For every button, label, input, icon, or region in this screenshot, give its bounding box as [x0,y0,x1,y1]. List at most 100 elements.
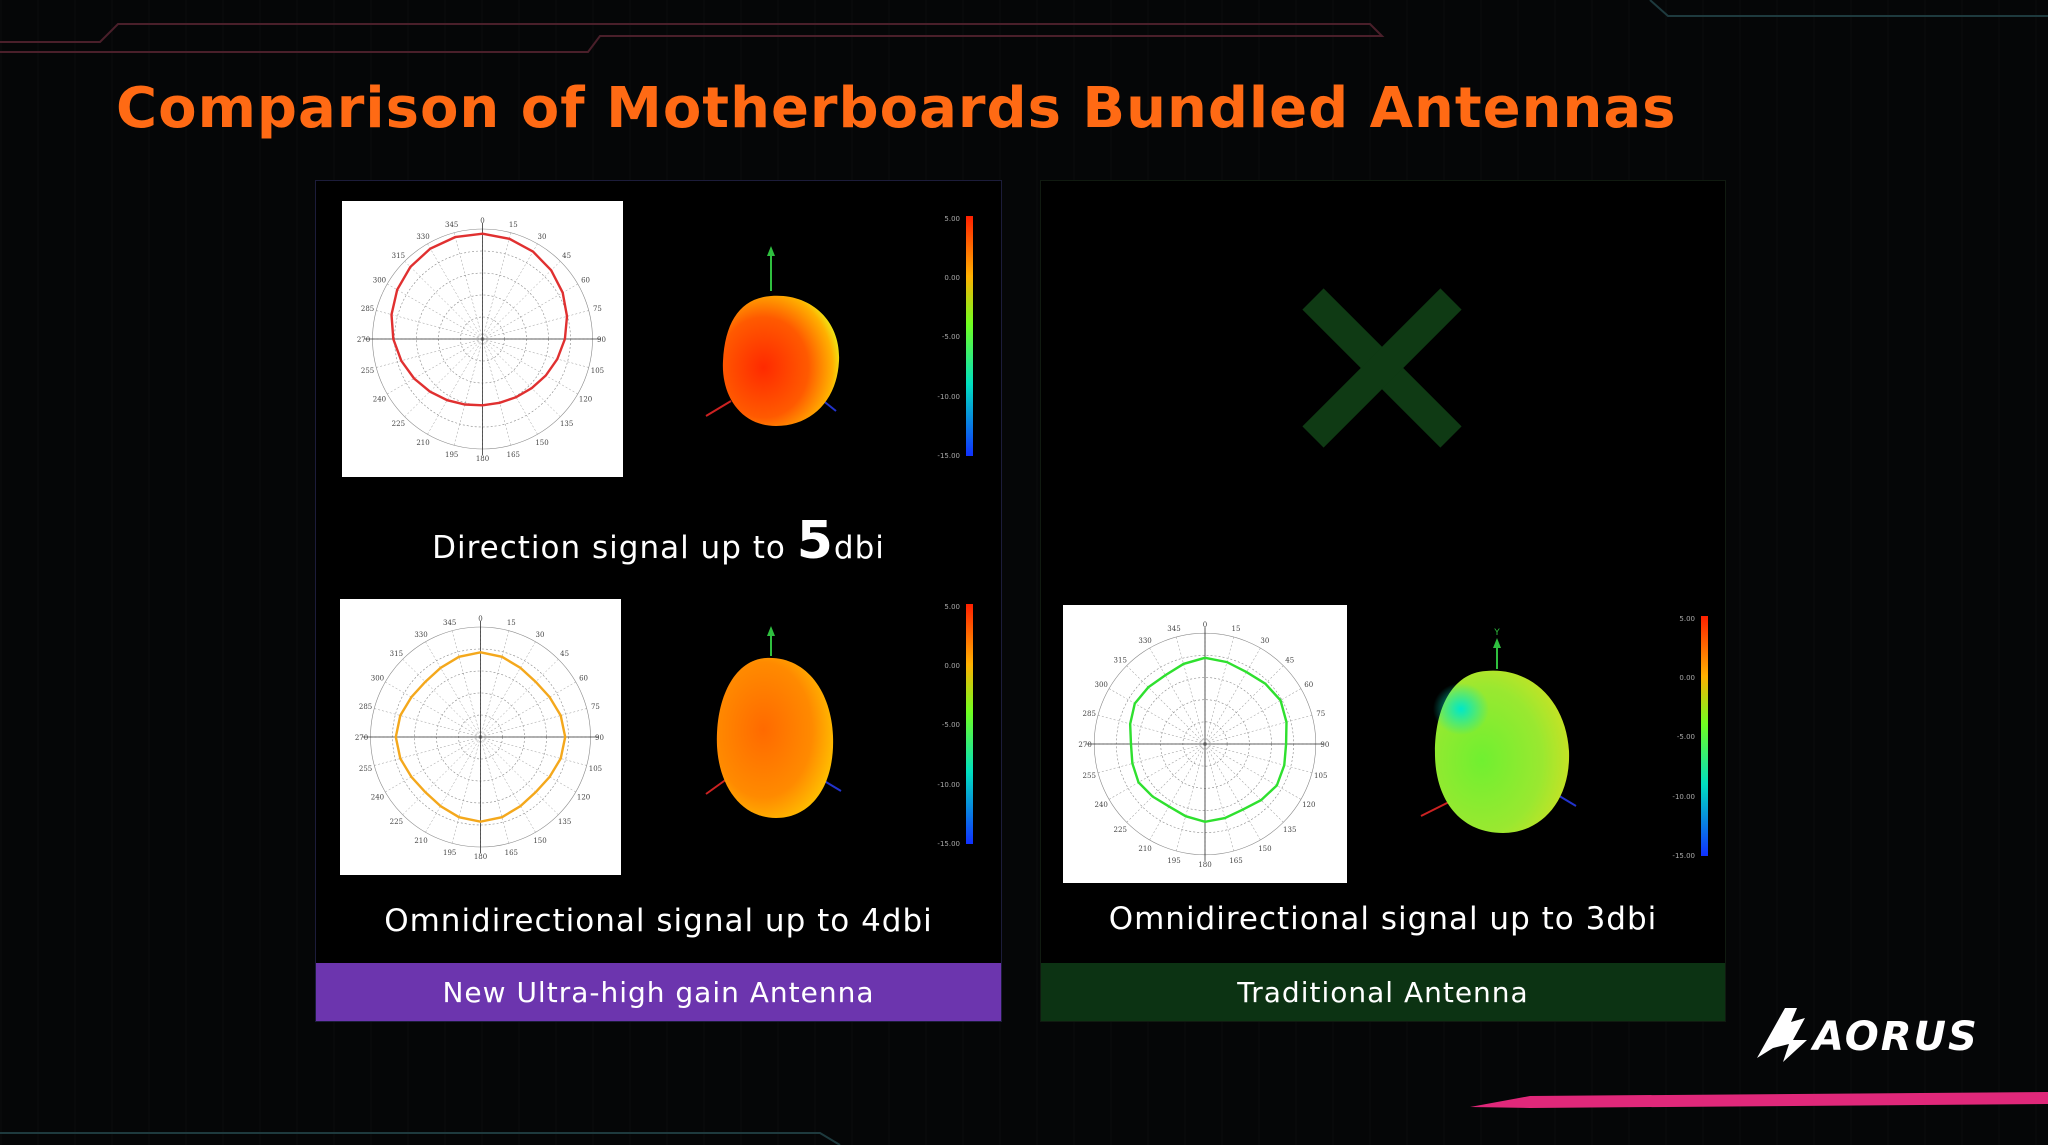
polar-angle-label: 240 [373,396,386,404]
scale-label: -15.00 [1672,852,1695,860]
scale-label: 5.00 [944,215,960,223]
polar-angle-label: 210 [1138,844,1152,853]
polar-angle-label: 180 [474,853,487,861]
polar-angle-label: 0 [478,615,482,623]
polar-angle-label: 225 [1114,825,1127,834]
polar-angle-label: 330 [1138,636,1152,645]
polar-angle-label: 60 [581,277,590,285]
polar-angle-label: 30 [1260,636,1269,645]
polar-angle-label: 15 [509,221,518,229]
scale-label: 0.00 [944,274,960,282]
polar-angle-label: 105 [589,765,602,773]
omni-3d-radiation-pattern-new [705,626,842,818]
polar-angle-label: 105 [591,367,604,375]
omni-polar-chart-traditional: 0 15 30 45 60 75 90 105 120 135 150 165 180 195 210 225… [1063,605,1347,883]
traditional-antenna-footer: Traditional Antenna [1041,963,1725,1021]
direction-caption: Direction signal up to 5dbi [316,511,1001,571]
polar-angle-label: 60 [579,675,588,683]
polar-angle-label: 150 [535,439,548,447]
polar-angle-label: 150 [533,837,546,845]
polar-angle-label: 30 [538,233,547,241]
polar-angle-label: 240 [371,794,384,802]
polar-angle-label: 30 [536,631,545,639]
direction-color-scale: 5.00 0.00 -5.00 -10.00 -15.00 [937,215,973,460]
polar-angle-label: 315 [390,650,403,658]
polar-angle-label: 165 [1229,856,1242,865]
polar-angle-label: 120 [577,794,590,802]
polar-angle-label: 135 [558,818,571,826]
radiation-pattern-line [1128,656,1288,824]
polar-angle-label: 120 [579,396,592,404]
aorus-logo-text: AORUS [1810,1014,1979,1060]
polar-angle-label: 255 [361,367,374,375]
omni-caption-new: Omnidirectional signal up to 4dbi [384,903,933,939]
polar-angle-label: 180 [476,455,489,463]
polar-angle-label: 75 [593,305,602,313]
polar-angle-label: 255 [1082,771,1095,780]
new-antenna-footer: New Ultra-high gain Antenna [316,963,1001,1021]
omni-color-scale-traditional: 5.00 0.00 -5.00 -10.00 -15.00 [1672,615,1708,860]
scale-label: 0.00 [1679,674,1695,682]
aorus-eagle-icon [1757,1008,1807,1062]
direction-polar-plot: 0 15 30 45 60 75 90 105 120 135 150 165 180 195 210 225… [357,217,606,463]
polar-angle-label: 300 [1094,680,1108,689]
direction-caption-value: 5 [796,511,834,571]
omni-polar-plot-new: 0 15 30 45 60 75 90 105 120 135 150 165 180 195 210 225… [355,615,604,861]
polar-angle-label: 255 [359,765,372,773]
scale-label: -10.00 [1672,793,1695,801]
polar-angle-label: 135 [560,420,573,428]
polar-angle-label: 285 [361,305,374,313]
polar-angle-label: 225 [390,818,403,826]
omni-polar-chart-new: 0 15 30 45 60 75 90 105 120 135 150 165 180 195 210 225… [340,599,621,875]
polar-angle-label: 300 [373,277,386,285]
polar-angle-label: 165 [507,451,520,459]
polar-angle-label: 0 [480,217,484,225]
omni-caption-traditional: Omnidirectional signal up to 3dbi [1108,901,1658,937]
polar-angle-label: 300 [371,675,384,683]
polar-angle-label: 195 [1167,856,1180,865]
svg-text:Y: Y [1493,628,1500,638]
traditional-antenna-panel: 0 15 30 45 60 75 90 105 120 135 150 165 180 195 210 225… [1040,180,1726,1022]
polar-angle-label: 135 [1283,825,1296,834]
polar-angle-label: 270 [1078,740,1092,749]
direction-polar-chart: 0 15 30 45 60 75 90 105 120 135 150 165 180 195 210 225… [342,201,623,477]
radiation-pattern-line [394,651,567,823]
polar-angle-label: 0 [1203,620,1208,629]
polar-angle-label: 60 [1304,680,1313,689]
polar-angle-label: 345 [443,619,456,627]
scale-label: -15.00 [937,452,960,460]
polar-angle-label: 45 [562,252,571,260]
polar-angle-label: 315 [392,252,405,260]
polar-angle-label: 345 [445,221,458,229]
polar-angle-label: 285 [1082,709,1095,718]
scale-label: 5.00 [944,603,960,611]
omni-color-scale-new: 5.00 0.00 -5.00 -10.00 -15.00 [937,603,973,848]
polar-angle-label: 90 [595,734,604,742]
polar-angle-label: 45 [560,650,569,658]
cross-icon [1302,288,1462,448]
polar-angle-label: 45 [1285,655,1294,664]
polar-angle-label: 315 [1114,655,1127,664]
direction-3d-radiation-pattern [705,246,840,426]
polar-angle-label: 165 [505,849,518,857]
polar-angle-label: 225 [392,420,405,428]
polar-angle-label: 180 [1198,860,1212,869]
scale-label: -10.00 [937,781,960,789]
polar-angle-label: 330 [416,233,429,241]
polar-angle-label: 345 [1167,624,1180,633]
polar-angle-label: 15 [507,619,516,627]
polar-angle-label: 270 [355,734,368,742]
omni-polar-plot-traditional: 0 15 30 45 60 75 90 105 120 135 150 165 180 195 210 225… [1078,620,1329,869]
scale-label: -10.00 [937,393,960,401]
scale-label: 0.00 [944,662,960,670]
radiation-pattern-line [390,232,569,407]
aorus-logo: AORUS [1757,1008,1979,1062]
scale-label: -5.00 [942,333,960,341]
polar-angle-label: 105 [1314,771,1327,780]
polar-angle-label: 210 [416,439,429,447]
scale-label: 5.00 [1679,615,1695,623]
polar-angle-label: 120 [1302,800,1316,809]
polar-angle-label: 195 [443,849,456,857]
slide-title: Comparison of Motherboards Bundled Anten… [116,76,1677,141]
